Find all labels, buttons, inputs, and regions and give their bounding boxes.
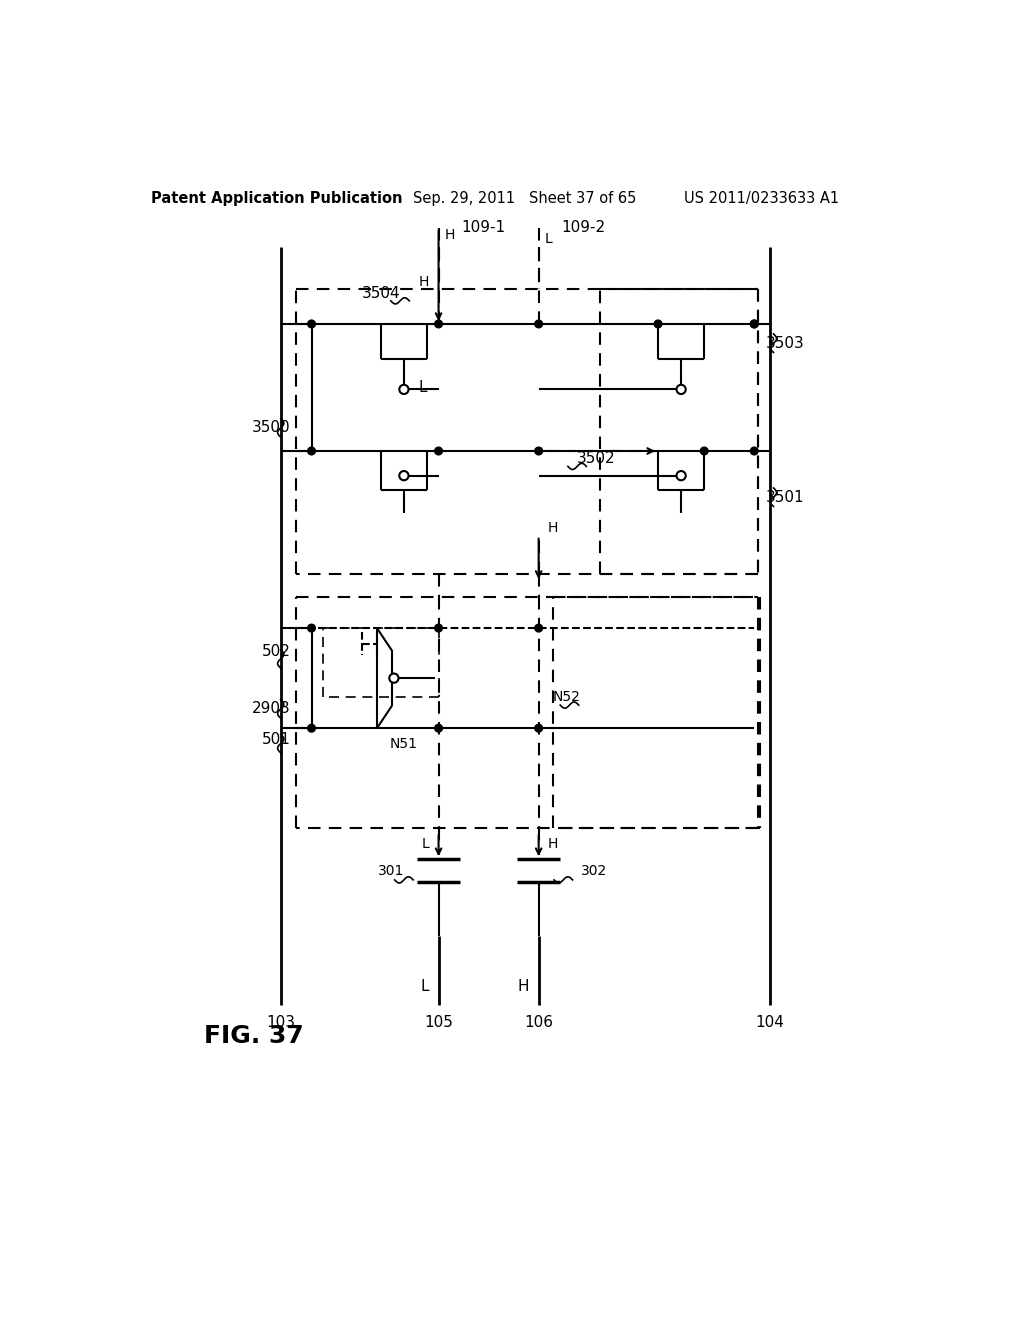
Text: H: H [548,837,558,850]
Circle shape [751,447,758,455]
Circle shape [399,471,409,480]
Text: H: H [548,521,558,535]
Circle shape [435,321,442,327]
Circle shape [535,321,543,327]
Text: L: L [419,380,427,395]
Circle shape [700,447,708,455]
Circle shape [307,624,315,632]
Circle shape [751,321,758,327]
Text: H: H [518,978,529,994]
Circle shape [307,447,315,455]
Text: FIG. 37: FIG. 37 [204,1024,304,1048]
Text: Patent Application Publication: Patent Application Publication [152,191,402,206]
Text: N52: N52 [553,690,581,705]
Circle shape [677,385,686,395]
Text: 103: 103 [266,1015,295,1030]
Text: 302: 302 [581,863,607,878]
Text: 106: 106 [524,1015,553,1030]
Circle shape [307,725,315,733]
Text: 3500: 3500 [252,420,291,436]
Circle shape [307,321,315,327]
Circle shape [435,624,442,632]
Text: 502: 502 [262,644,291,659]
Text: 301: 301 [378,863,403,878]
Circle shape [389,673,398,682]
Text: L: L [421,978,429,994]
Text: 105: 105 [424,1015,453,1030]
Text: 3501: 3501 [766,490,805,504]
Text: 2903: 2903 [252,701,291,717]
Text: H: H [419,275,429,289]
Text: 104: 104 [756,1015,784,1030]
Text: L: L [422,837,429,850]
Circle shape [399,385,409,395]
Text: US 2011/0233633 A1: US 2011/0233633 A1 [684,191,840,206]
Text: L: L [545,232,553,247]
Circle shape [677,471,686,480]
Circle shape [435,447,442,455]
Text: 501: 501 [262,733,291,747]
Circle shape [535,624,543,632]
Circle shape [435,725,442,733]
Text: 109-1: 109-1 [462,220,506,235]
Circle shape [535,447,543,455]
Text: 3502: 3502 [578,451,615,466]
Text: 109-2: 109-2 [562,220,606,235]
Text: H: H [444,228,455,243]
Circle shape [535,725,543,733]
Circle shape [751,321,758,327]
Text: 3504: 3504 [361,285,400,301]
Text: 3503: 3503 [766,335,805,351]
Text: Sep. 29, 2011   Sheet 37 of 65: Sep. 29, 2011 Sheet 37 of 65 [413,191,637,206]
Circle shape [654,321,662,327]
Text: N51: N51 [390,737,418,751]
